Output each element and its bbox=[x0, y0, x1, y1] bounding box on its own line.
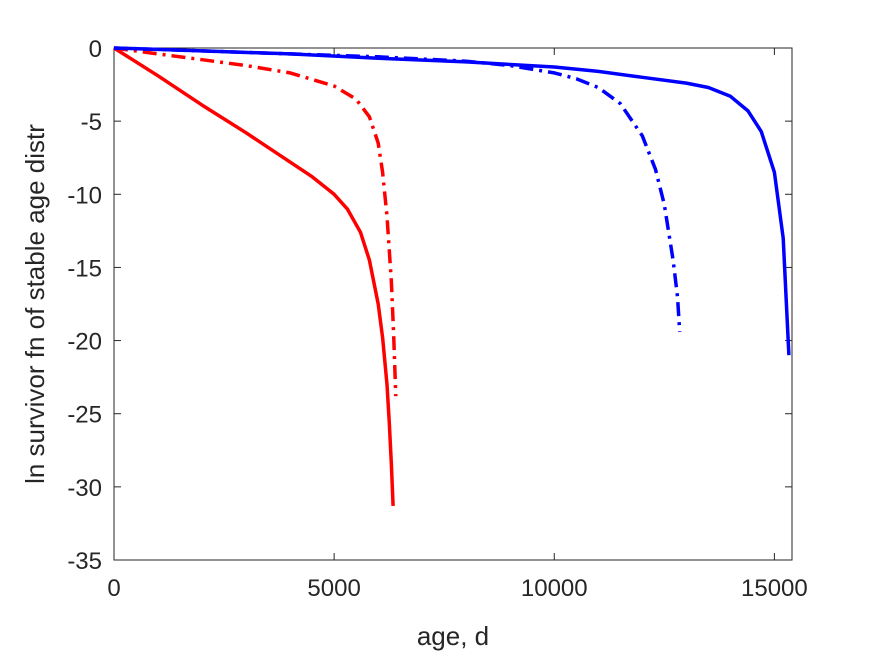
x-axis-label: age, d bbox=[417, 621, 489, 651]
y-tick-label: -15 bbox=[67, 255, 102, 282]
axes-box bbox=[113, 47, 793, 561]
y-axis: 0 -5 -10 -15 -20 -25 -30 -35 bbox=[67, 36, 792, 575]
y-axis-label: ln survivor fn of stable age distr bbox=[20, 124, 50, 484]
y-tick-label: -5 bbox=[81, 109, 102, 136]
x-tick-label: 0 bbox=[107, 575, 120, 602]
x-tick-label: 15000 bbox=[741, 575, 808, 602]
y-tick-label: -30 bbox=[67, 475, 102, 502]
y-tick-label: -25 bbox=[67, 402, 102, 429]
series-line-3 bbox=[113, 46, 791, 356]
series-line-1 bbox=[113, 46, 398, 397]
plot-area: 0 5000 10000 15000 0 -5 -10 -15 -20 -25 -30 -35 bbox=[67, 36, 807, 602]
y-tick-label: -35 bbox=[67, 548, 102, 575]
series-line-2 bbox=[113, 46, 682, 332]
x-tick-label: 5000 bbox=[307, 575, 360, 602]
x-axis: 0 5000 10000 15000 bbox=[107, 48, 808, 602]
series-line-0 bbox=[113, 46, 395, 506]
y-tick-label: -10 bbox=[67, 182, 102, 209]
x-tick-label: 10000 bbox=[521, 575, 588, 602]
y-tick-label: 0 bbox=[89, 36, 102, 63]
y-tick-label: -20 bbox=[67, 329, 102, 356]
series-group bbox=[113, 46, 791, 506]
